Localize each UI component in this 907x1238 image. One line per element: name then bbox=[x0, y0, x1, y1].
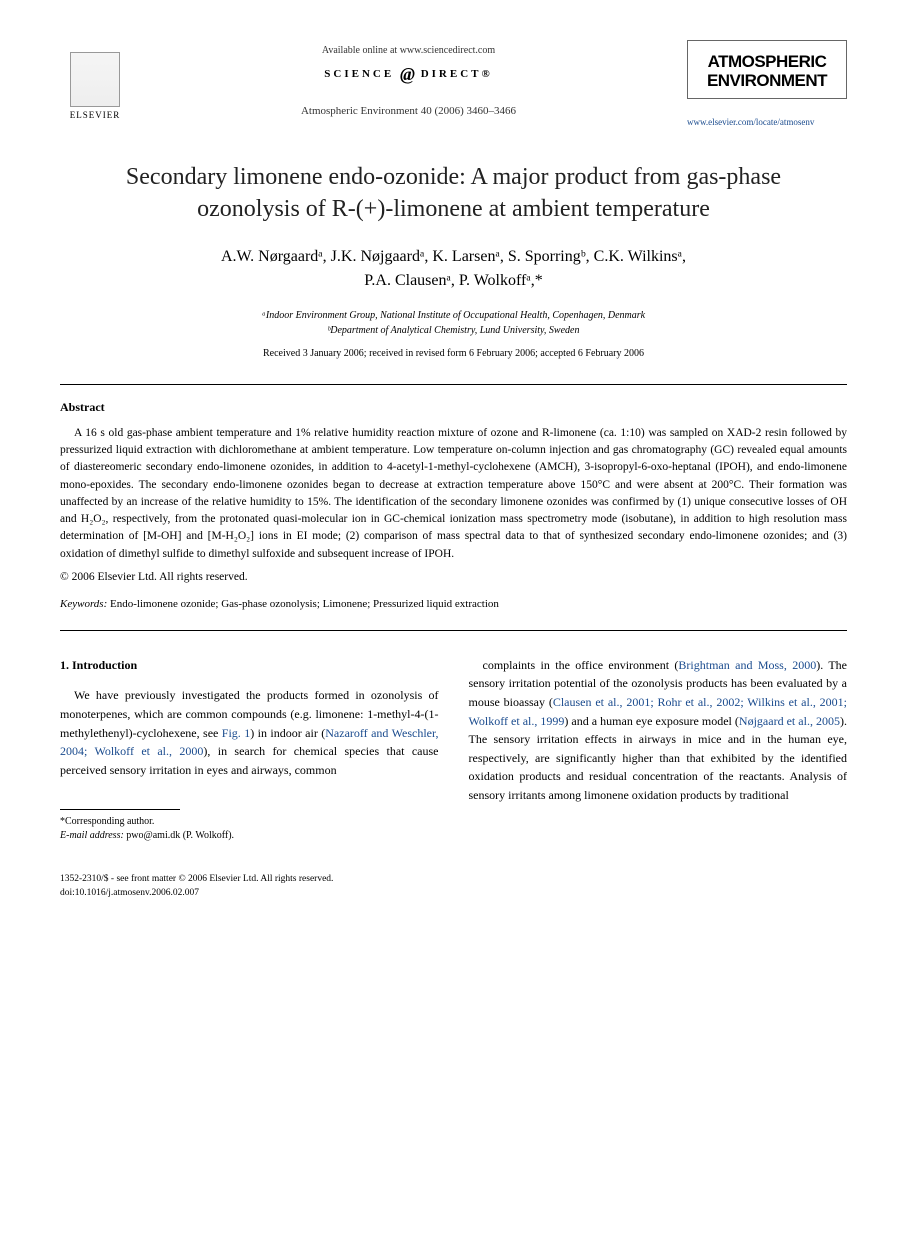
science-direct-logo: SCIENCE @ DIRECT® bbox=[130, 64, 687, 85]
citation-brightman[interactable]: Brightman and Moss, 2000 bbox=[678, 658, 816, 672]
publisher-name: ELSEVIER bbox=[70, 110, 121, 120]
col2-text-3: ) and a human eye exposure model ( bbox=[564, 714, 739, 728]
email-line: E-mail address: pwo@ami.dk (P. Wolkoff). bbox=[60, 829, 439, 843]
affiliation-b: ᵇDepartment of Analytical Chemistry, Lun… bbox=[60, 323, 847, 338]
keywords-label: Keywords: bbox=[60, 598, 107, 610]
journal-reference: Atmospheric Environment 40 (2006) 3460–3… bbox=[130, 105, 687, 117]
body-columns: 1. Introduction We have previously inves… bbox=[60, 656, 847, 844]
authors-line-2: P.A. Clausenᵃ, P. Wolkoffᵃ,* bbox=[364, 272, 542, 289]
divider-bottom bbox=[60, 630, 847, 631]
header-center: Available online at www.sciencedirect.co… bbox=[130, 40, 687, 117]
page-footer: 1352-2310/$ - see front matter © 2006 El… bbox=[60, 873, 847, 900]
section-1-heading: 1. Introduction bbox=[60, 656, 439, 675]
email-address: pwo@ami.dk (P. Wolkoff). bbox=[126, 830, 234, 841]
journal-name-line1: ATMOSPHERIC bbox=[698, 53, 836, 72]
elsevier-logo: ELSEVIER bbox=[60, 40, 130, 120]
intro-paragraph-right: complaints in the office environment (Br… bbox=[469, 656, 848, 805]
fig-1-link[interactable]: Fig. 1 bbox=[222, 726, 250, 740]
page-header: ELSEVIER Available online at www.science… bbox=[60, 40, 847, 127]
affiliation-a: ᵃIndoor Environment Group, National Inst… bbox=[60, 308, 847, 323]
footnote-divider bbox=[60, 809, 180, 810]
footer-copyright: 1352-2310/$ - see front matter © 2006 El… bbox=[60, 873, 847, 886]
citation-nojgaard[interactable]: Nøjgaard et al., 2005 bbox=[739, 714, 840, 728]
journal-name-line2: ENVIRONMENT bbox=[698, 72, 836, 91]
sd-right: DIRECT® bbox=[421, 68, 493, 80]
intro-text-2: ) in indoor air ( bbox=[250, 726, 325, 740]
intro-paragraph-left: We have previously investigated the prod… bbox=[60, 686, 439, 779]
article-title: Secondary limonene endo-ozonide: A major… bbox=[80, 162, 827, 224]
col2-text-1: complaints in the office environment ( bbox=[483, 658, 679, 672]
column-right: complaints in the office environment (Br… bbox=[469, 656, 848, 844]
keywords-line: Keywords: Endo-limonene ozonide; Gas-pha… bbox=[60, 598, 847, 610]
author-list: A.W. Nørgaardᵃ, J.K. Nøjgaardᵃ, K. Larse… bbox=[60, 245, 847, 293]
abstract-copyright: © 2006 Elsevier Ltd. All rights reserved… bbox=[60, 571, 847, 583]
footer-doi: doi:10.1016/j.atmosenv.2006.02.007 bbox=[60, 887, 847, 900]
corresponding-author-footnote: *Corresponding author. E-mail address: p… bbox=[60, 815, 439, 843]
authors-line-1: A.W. Nørgaardᵃ, J.K. Nøjgaardᵃ, K. Larse… bbox=[221, 248, 686, 265]
keywords-text: Endo-limonene ozonide; Gas-phase ozonoly… bbox=[110, 598, 499, 610]
column-left: 1. Introduction We have previously inves… bbox=[60, 656, 439, 844]
available-online-text: Available online at www.sciencedirect.co… bbox=[130, 45, 687, 56]
email-label: E-mail address: bbox=[60, 830, 124, 841]
article-dates: Received 3 January 2006; received in rev… bbox=[60, 348, 847, 359]
journal-title-box: ATMOSPHERIC ENVIRONMENT bbox=[687, 40, 847, 99]
journal-box-wrapper: ATMOSPHERIC ENVIRONMENT www.elsevier.com… bbox=[687, 40, 847, 127]
divider-top bbox=[60, 384, 847, 385]
elsevier-tree-icon bbox=[70, 52, 120, 107]
corresponding-label: *Corresponding author. bbox=[60, 815, 439, 829]
journal-homepage-link[interactable]: www.elsevier.com/locate/atmosenv bbox=[687, 117, 847, 127]
abstract-heading: Abstract bbox=[60, 400, 847, 415]
sd-at-icon: @ bbox=[400, 64, 415, 84]
affiliations: ᵃIndoor Environment Group, National Inst… bbox=[60, 308, 847, 338]
sd-left: SCIENCE bbox=[324, 68, 394, 80]
abstract-body: A 16 s old gas-phase ambient temperature… bbox=[60, 425, 847, 563]
